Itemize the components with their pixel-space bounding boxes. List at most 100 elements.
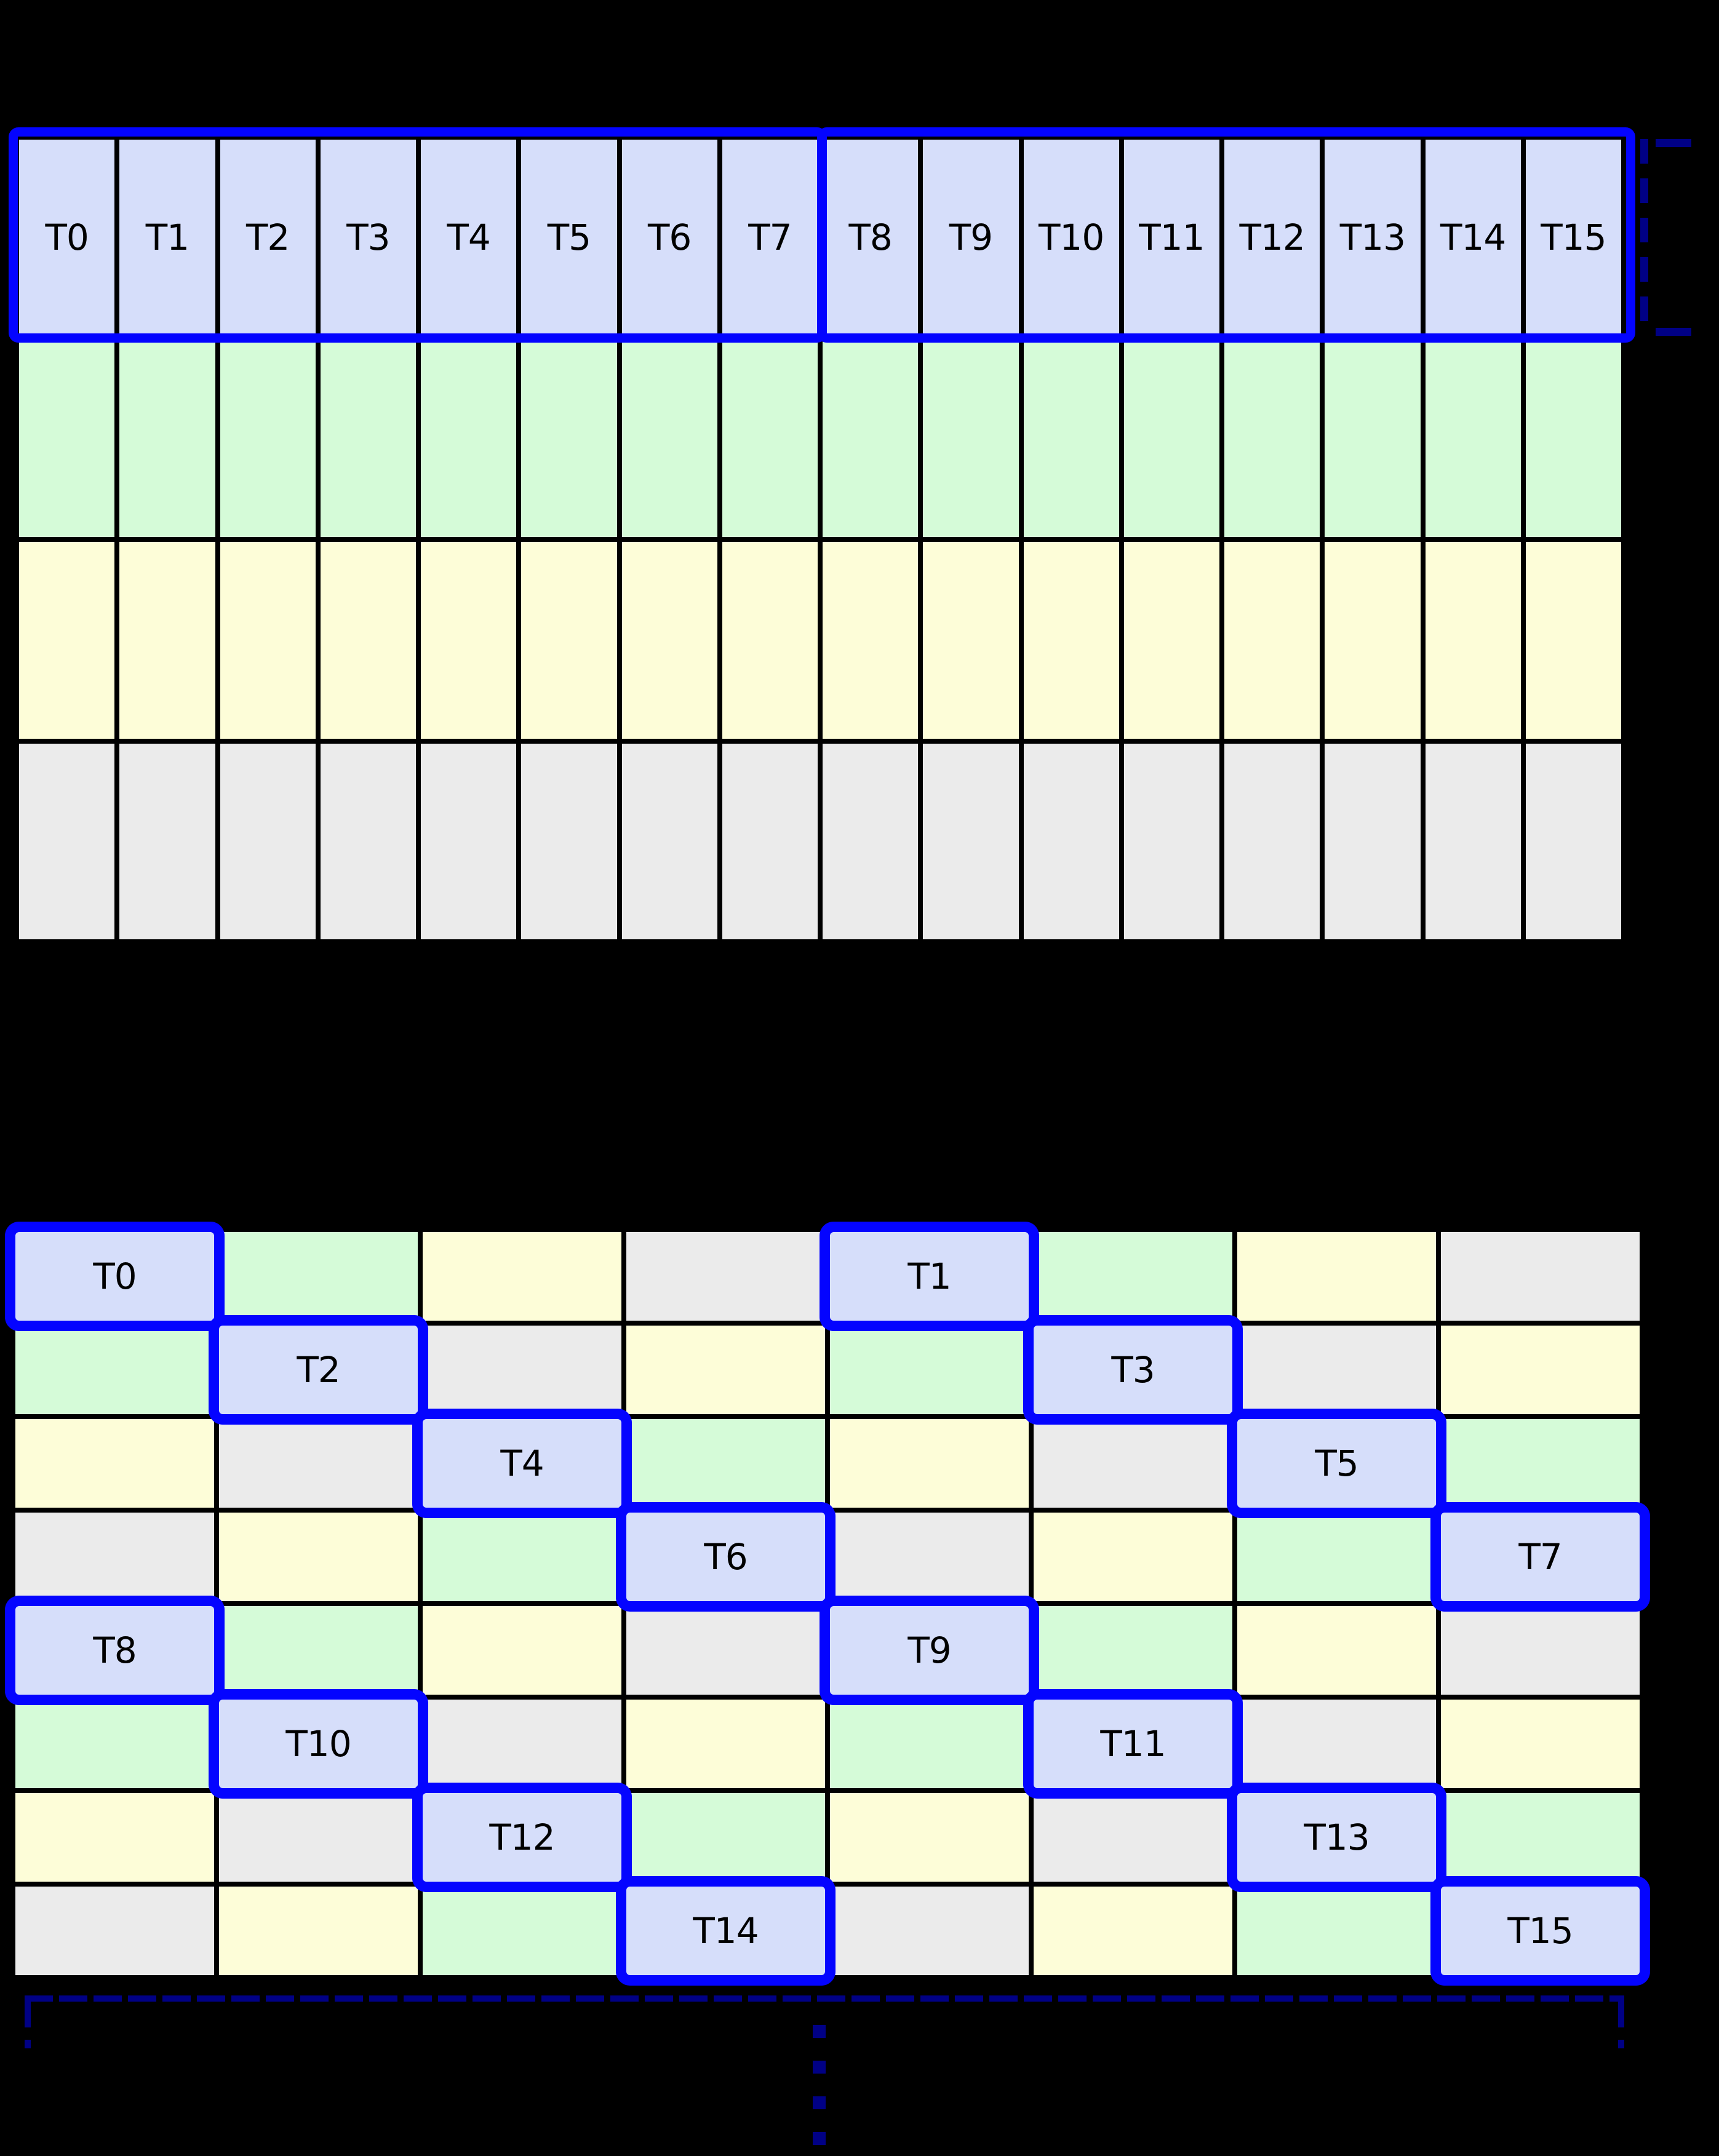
memory-cell-yellow bbox=[519, 539, 620, 741]
memory-cell-yellow bbox=[1422, 539, 1523, 741]
bracket-bottom-tick bbox=[1656, 328, 1691, 336]
thread-label: T0 bbox=[45, 217, 89, 258]
memory-cell-yellow bbox=[619, 539, 720, 741]
thread-label: T10 bbox=[285, 1723, 351, 1765]
memory-word-cell bbox=[1031, 1417, 1235, 1510]
thread-cell-t3: T3 bbox=[317, 137, 418, 338]
memory-cell-gray bbox=[418, 741, 519, 942]
memory-cell-yellow bbox=[1523, 539, 1624, 741]
memory-word-cell bbox=[1235, 1323, 1438, 1417]
thread-access-cell-t15: T15 bbox=[1438, 1884, 1642, 1978]
right-span-bracket-icon bbox=[1640, 139, 1693, 336]
thread-label: T15 bbox=[1541, 217, 1606, 258]
thread-cell-t10: T10 bbox=[1021, 137, 1122, 338]
memory-word-cell bbox=[624, 1791, 828, 1884]
memory-word-cell bbox=[420, 1884, 624, 1978]
thread-access-cell-t13: T13 bbox=[1235, 1791, 1438, 1884]
memory-cell-gray bbox=[920, 741, 1021, 942]
thread-label: T12 bbox=[489, 1816, 555, 1858]
thread-label: T10 bbox=[1039, 217, 1104, 258]
thread-access-cell-t6: T6 bbox=[624, 1510, 828, 1604]
continuation-dots-icon bbox=[813, 2025, 826, 2148]
thread-label: T4 bbox=[500, 1442, 544, 1484]
memory-word-cell bbox=[1438, 1323, 1642, 1417]
memory-cell-green bbox=[1322, 338, 1423, 539]
memory-cell-green bbox=[117, 338, 218, 539]
memory-cell-yellow bbox=[1121, 539, 1222, 741]
thread-label: T6 bbox=[647, 217, 692, 258]
thread-access-cell-t3: T3 bbox=[1031, 1323, 1235, 1417]
memory-cell-green bbox=[1021, 338, 1122, 539]
memory-cell-gray bbox=[317, 741, 418, 942]
thread-label: T9 bbox=[949, 217, 993, 258]
bottom-span-bracket-icon bbox=[25, 1995, 1624, 2048]
memory-cell-green bbox=[519, 338, 620, 539]
memory-word-cell bbox=[624, 1417, 828, 1510]
memory-word-cell bbox=[217, 1791, 420, 1884]
memory-word-cell bbox=[1031, 1884, 1235, 1978]
thread-label: T6 bbox=[704, 1536, 748, 1578]
memory-word-cell bbox=[1235, 1510, 1438, 1604]
thread-label: T13 bbox=[1339, 217, 1406, 258]
memory-word-cell bbox=[420, 1697, 624, 1791]
memory-cell-yellow bbox=[217, 539, 318, 741]
thread-label: T8 bbox=[848, 217, 892, 258]
memory-cell-gray bbox=[1021, 741, 1122, 942]
thread-cell-t4: T4 bbox=[418, 137, 519, 338]
memory-cell-green bbox=[1222, 338, 1323, 539]
memory-cell-green bbox=[1121, 338, 1222, 539]
memory-word-cell bbox=[217, 1230, 420, 1323]
memory-word-cell bbox=[1031, 1604, 1235, 1697]
memory-cell-green bbox=[1422, 338, 1523, 539]
memory-word-cell bbox=[1031, 1791, 1235, 1884]
memory-cell-gray bbox=[519, 741, 620, 942]
thread-access-cell-t9: T9 bbox=[828, 1604, 1031, 1697]
thread-label: T1 bbox=[907, 1255, 951, 1297]
thread-label: T4 bbox=[447, 217, 490, 258]
thread-label: T8 bbox=[93, 1629, 137, 1671]
thread-label: T9 bbox=[907, 1629, 951, 1671]
memory-word-cell bbox=[13, 1417, 217, 1510]
memory-word-cell bbox=[1438, 1604, 1642, 1697]
memory-word-cell bbox=[217, 1884, 420, 1978]
memory-cell-green bbox=[619, 338, 720, 539]
memory-cell-green bbox=[1523, 338, 1624, 539]
thread-label: T13 bbox=[1304, 1816, 1370, 1858]
memory-cell-green bbox=[217, 338, 318, 539]
memory-cell-gray bbox=[1222, 741, 1323, 942]
thread-cell-t2: T2 bbox=[217, 137, 318, 338]
top-memory-grid: T0 T1 T2 T3 T4 T5 T6 T7 T8 T9 T10 T11 T12 T13 T14 T15 bbox=[17, 137, 1624, 942]
memory-cell-green bbox=[17, 338, 118, 539]
thread-access-cell-t5: T5 bbox=[1235, 1417, 1438, 1510]
thread-label: T11 bbox=[1100, 1723, 1166, 1765]
thread-label: T1 bbox=[145, 217, 189, 258]
memory-word-cell bbox=[828, 1417, 1031, 1510]
thread-label: T2 bbox=[245, 217, 290, 258]
thread-cell-t5: T5 bbox=[519, 137, 620, 338]
memory-cell-yellow bbox=[317, 539, 418, 741]
thread-label: T3 bbox=[346, 217, 390, 258]
thread-cell-t6: T6 bbox=[619, 137, 720, 338]
memory-word-cell bbox=[217, 1510, 420, 1604]
bottom-memory-grid: T0 T1 T2 T3 T4 T5 T6 T7 T8 T9 T10 T11 T12 T13 T14 T15 bbox=[13, 1230, 1642, 1978]
memory-cell-green bbox=[317, 338, 418, 539]
thread-cell-t8: T8 bbox=[820, 137, 921, 338]
thread-label: T7 bbox=[1518, 1536, 1562, 1578]
memory-word-cell bbox=[217, 1417, 420, 1510]
memory-word-cell bbox=[217, 1604, 420, 1697]
thread-cell-t7: T7 bbox=[719, 137, 820, 338]
memory-word-cell bbox=[1235, 1230, 1438, 1323]
thread-cell-t13: T13 bbox=[1322, 137, 1423, 338]
memory-cell-gray bbox=[619, 741, 720, 942]
thread-cell-t15: T15 bbox=[1523, 137, 1624, 338]
memory-word-cell bbox=[1235, 1884, 1438, 1978]
memory-cell-gray bbox=[117, 741, 218, 942]
memory-cell-yellow bbox=[117, 539, 218, 741]
memory-cell-yellow bbox=[418, 539, 519, 741]
thread-label: T11 bbox=[1139, 217, 1205, 258]
memory-word-cell bbox=[1438, 1230, 1642, 1323]
memory-word-cell bbox=[1031, 1230, 1235, 1323]
memory-word-cell bbox=[13, 1323, 217, 1417]
memory-word-cell bbox=[624, 1604, 828, 1697]
memory-word-cell bbox=[13, 1791, 217, 1884]
